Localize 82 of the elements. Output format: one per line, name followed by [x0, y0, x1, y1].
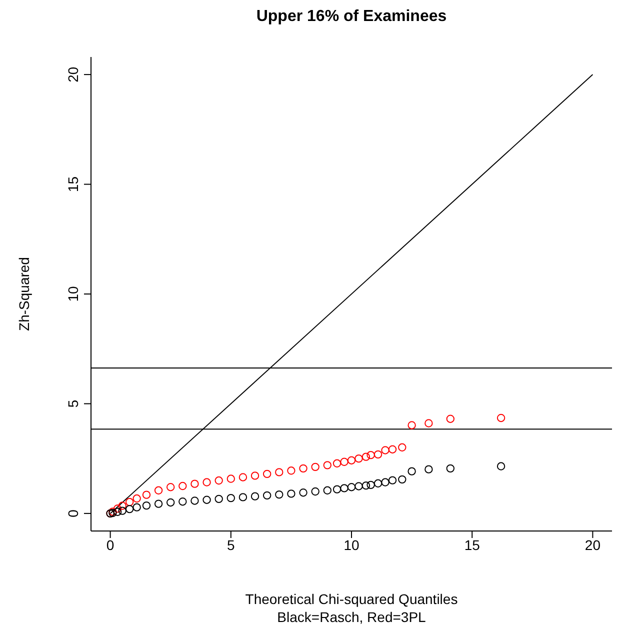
- point: [362, 481, 370, 490]
- point: [262, 470, 272, 478]
- point: [113, 508, 122, 516]
- point: [142, 490, 151, 499]
- point: [311, 487, 320, 496]
- point: [340, 458, 348, 466]
- point: [332, 459, 342, 468]
- point: [262, 491, 272, 500]
- point: [398, 475, 406, 484]
- point: [118, 506, 126, 515]
- point: [347, 483, 356, 492]
- point: [125, 504, 134, 514]
- point: [275, 490, 284, 499]
- point: [323, 486, 332, 495]
- point: [142, 501, 151, 510]
- point: [125, 498, 134, 506]
- y-tick-label: 15: [65, 176, 81, 192]
- point: [132, 494, 141, 503]
- point: [178, 497, 187, 506]
- point: [154, 486, 163, 495]
- point: [446, 464, 454, 473]
- point: [214, 494, 223, 504]
- point: [166, 483, 175, 492]
- point: [311, 462, 320, 472]
- point: [408, 467, 416, 476]
- point: [287, 466, 296, 475]
- point: [388, 445, 397, 454]
- point: [374, 450, 382, 459]
- point: [496, 462, 506, 470]
- point: [362, 452, 370, 461]
- y-tick-label: 5: [65, 400, 81, 408]
- point: [388, 476, 397, 484]
- point: [190, 480, 199, 488]
- point: [214, 476, 223, 485]
- x-tick-label: 15: [464, 536, 480, 553]
- point: [250, 472, 260, 480]
- chart-title: Upper 16% of Examinees: [255, 8, 448, 26]
- point: [332, 485, 342, 494]
- x-tick-label: 10: [344, 536, 360, 553]
- point: [154, 500, 163, 508]
- point: [381, 478, 390, 486]
- text: Black=Rasch, Red=3PL: [276, 608, 427, 626]
- point: [374, 479, 382, 488]
- point: [347, 456, 356, 464]
- point: [424, 465, 433, 474]
- x-axis-title: Theoretical Chi-squared Quantiles: [244, 590, 459, 608]
- point: [238, 493, 248, 502]
- point: [323, 461, 332, 470]
- point: [424, 419, 433, 428]
- y-tick-label: 0: [65, 509, 81, 518]
- point: [250, 492, 260, 500]
- point: [132, 503, 141, 512]
- point: [299, 488, 308, 497]
- point: [299, 464, 308, 473]
- point: [408, 421, 416, 430]
- point: [202, 478, 211, 486]
- x-tick-label: 5: [227, 536, 235, 553]
- point: [354, 454, 363, 463]
- point: [166, 498, 175, 507]
- point: [354, 482, 363, 490]
- point: [398, 443, 406, 452]
- x-tick-label: 0: [106, 536, 114, 553]
- point: [496, 414, 506, 422]
- point: [178, 482, 187, 490]
- point: [226, 494, 235, 502]
- point: [118, 502, 126, 510]
- point: [446, 414, 454, 423]
- y-tick-label: 10: [65, 286, 81, 302]
- point: [366, 450, 375, 460]
- y-tick-label: 20: [65, 66, 81, 82]
- point: [275, 468, 284, 476]
- point: [226, 474, 235, 483]
- point: [202, 496, 211, 504]
- point: [340, 484, 348, 492]
- y-axis-title: Zh-Squared: [16, 257, 32, 331]
- x-tick-label: 20: [584, 536, 601, 553]
- point: [238, 473, 248, 482]
- point: [381, 446, 390, 454]
- point: [287, 490, 296, 498]
- point: [113, 504, 122, 513]
- point: [366, 480, 375, 490]
- point: [190, 496, 199, 505]
